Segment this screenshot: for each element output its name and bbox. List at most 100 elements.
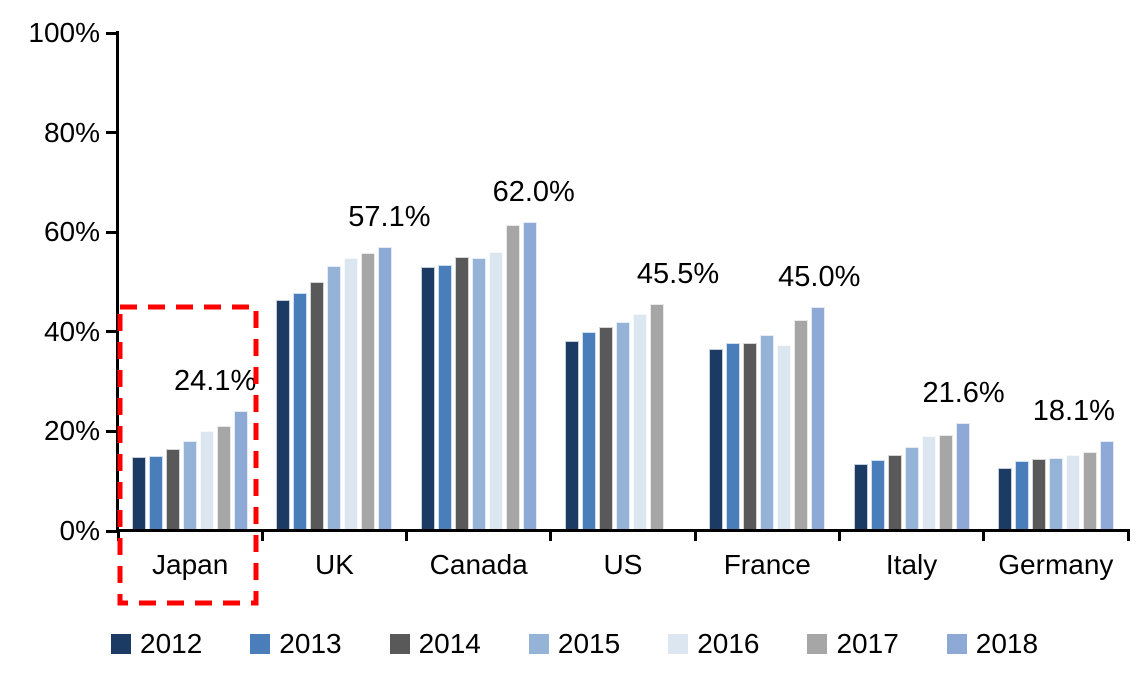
y-tick-mark	[106, 131, 118, 135]
data-label-us: 45.5%	[636, 258, 720, 291]
bar-canada-2013	[437, 265, 452, 531]
y-tick-label-100: 100%	[28, 17, 100, 48]
category-label-france: France	[723, 549, 811, 580]
bar-italy-2015	[904, 447, 919, 531]
bar-uk-2015	[327, 265, 342, 531]
legend-item-2012: 2012	[111, 628, 202, 660]
x-tick-mark	[693, 531, 697, 541]
bar-us-2015	[616, 321, 630, 531]
y-tick-label-60: 60%	[43, 216, 100, 248]
bar-germany-2017	[1082, 452, 1097, 531]
y-tick-mark	[106, 330, 118, 334]
bar-canada-2015	[471, 258, 486, 531]
y-tick-mark	[106, 529, 118, 533]
bar-us-2013	[582, 331, 596, 531]
legend-item-2014: 2014	[389, 628, 481, 660]
x-axis-line	[116, 529, 1130, 532]
bar-uk-2012	[276, 300, 291, 531]
x-tick-mark	[837, 531, 841, 541]
bar-germany-2018	[1099, 440, 1114, 531]
bar-japan-2015	[183, 440, 198, 531]
legend-item-2017: 2017	[807, 628, 899, 660]
category-label-us: US	[603, 549, 643, 580]
legend-swatch-2012	[111, 634, 131, 654]
y-tick-label-40: 40%	[43, 315, 100, 347]
bar-japan-2017	[217, 425, 232, 531]
bar-france-2017	[794, 320, 809, 531]
bar-germany-2014	[1031, 459, 1046, 531]
x-tick-mark	[982, 531, 986, 541]
bar-france-2012	[709, 349, 724, 531]
bar-canada-2016	[488, 251, 503, 531]
data-label-uk: 57.1%	[348, 200, 431, 233]
legend-item-2018: 2018	[946, 628, 1039, 660]
category-label-japan: Japan	[151, 549, 229, 580]
legend-label-2016: 2016	[697, 628, 760, 659]
legend-label-2018: 2018	[975, 628, 1039, 659]
bar-italy-2013	[870, 460, 885, 531]
y-tick-label-0: 0%	[59, 515, 100, 546]
bar-us-2016	[633, 314, 647, 531]
y-tick-mark	[106, 230, 118, 234]
data-label-japan: 24.1%	[174, 364, 257, 397]
bar-us-2012	[565, 341, 579, 531]
data-label-france: 45.0%	[778, 260, 861, 293]
x-tick-mark	[405, 531, 409, 541]
x-tick-mark	[1126, 531, 1130, 541]
bar-germany-2015	[1048, 457, 1063, 531]
bar-germany-2012	[997, 468, 1012, 531]
legend-swatch-2015	[528, 634, 549, 654]
y-tick-label-80: 80%	[43, 116, 100, 148]
bar-germany-2016	[1065, 455, 1080, 531]
legend-label-2017: 2017	[836, 628, 899, 659]
bar-uk-2016	[344, 258, 359, 531]
category-label-uk: UK	[314, 549, 354, 580]
bar-italy-2012	[853, 464, 868, 531]
data-label-canada: 62.0%	[492, 176, 575, 209]
bar-france-2013	[726, 342, 741, 531]
legend-item-2015: 2015	[528, 628, 621, 660]
bar-japan-2018	[234, 410, 249, 531]
legend-label-2015: 2015	[557, 628, 621, 659]
bar-germany-2013	[1014, 461, 1029, 531]
bar-us-2017	[650, 304, 664, 531]
bar-japan-2016	[200, 431, 215, 531]
bar-canada-2012	[420, 267, 435, 531]
bar-uk-2018	[378, 246, 393, 531]
bar-italy-2016	[921, 436, 936, 531]
legend-swatch-2016	[668, 634, 689, 654]
legend-swatch-2014	[389, 634, 410, 654]
y-tick-mark	[106, 429, 118, 433]
bar-france-2016	[777, 345, 792, 531]
y-axis-line	[116, 31, 119, 533]
category-label-canada: Canada	[429, 549, 528, 580]
legend-item-2013: 2013	[250, 628, 342, 660]
bar-uk-2017	[361, 253, 376, 531]
x-tick-mark	[549, 531, 553, 541]
bar-us-2014	[599, 326, 613, 531]
bar-uk-2014	[310, 282, 325, 531]
category-label-germany: Germany	[998, 549, 1114, 580]
bar-italy-2014	[887, 455, 902, 531]
legend-swatch-2018	[946, 634, 967, 654]
legend-label-2012: 2012	[140, 628, 203, 659]
bar-uk-2013	[293, 292, 308, 531]
bar-france-2014	[743, 343, 758, 531]
legend-item-2016: 2016	[668, 628, 759, 660]
bar-france-2015	[760, 334, 775, 531]
bar-italy-2018	[955, 423, 970, 531]
bar-japan-2013	[149, 456, 164, 531]
category-label-italy: Italy	[885, 549, 938, 580]
legend-swatch-2017	[807, 634, 828, 654]
bar-japan-2012	[132, 457, 147, 531]
y-tick-mark	[106, 31, 118, 35]
data-label-germany: 18.1%	[1032, 394, 1115, 427]
bar-canada-2017	[505, 225, 520, 531]
bar-italy-2017	[938, 435, 953, 531]
bar-canada-2014	[454, 257, 469, 531]
data-label-italy: 21.6%	[922, 377, 1005, 410]
legend: 2012 2013 2014 2015 2016 2017 2018	[111, 627, 1038, 661]
legend-label-2013: 2013	[279, 628, 342, 659]
bar-france-2018	[811, 306, 826, 531]
